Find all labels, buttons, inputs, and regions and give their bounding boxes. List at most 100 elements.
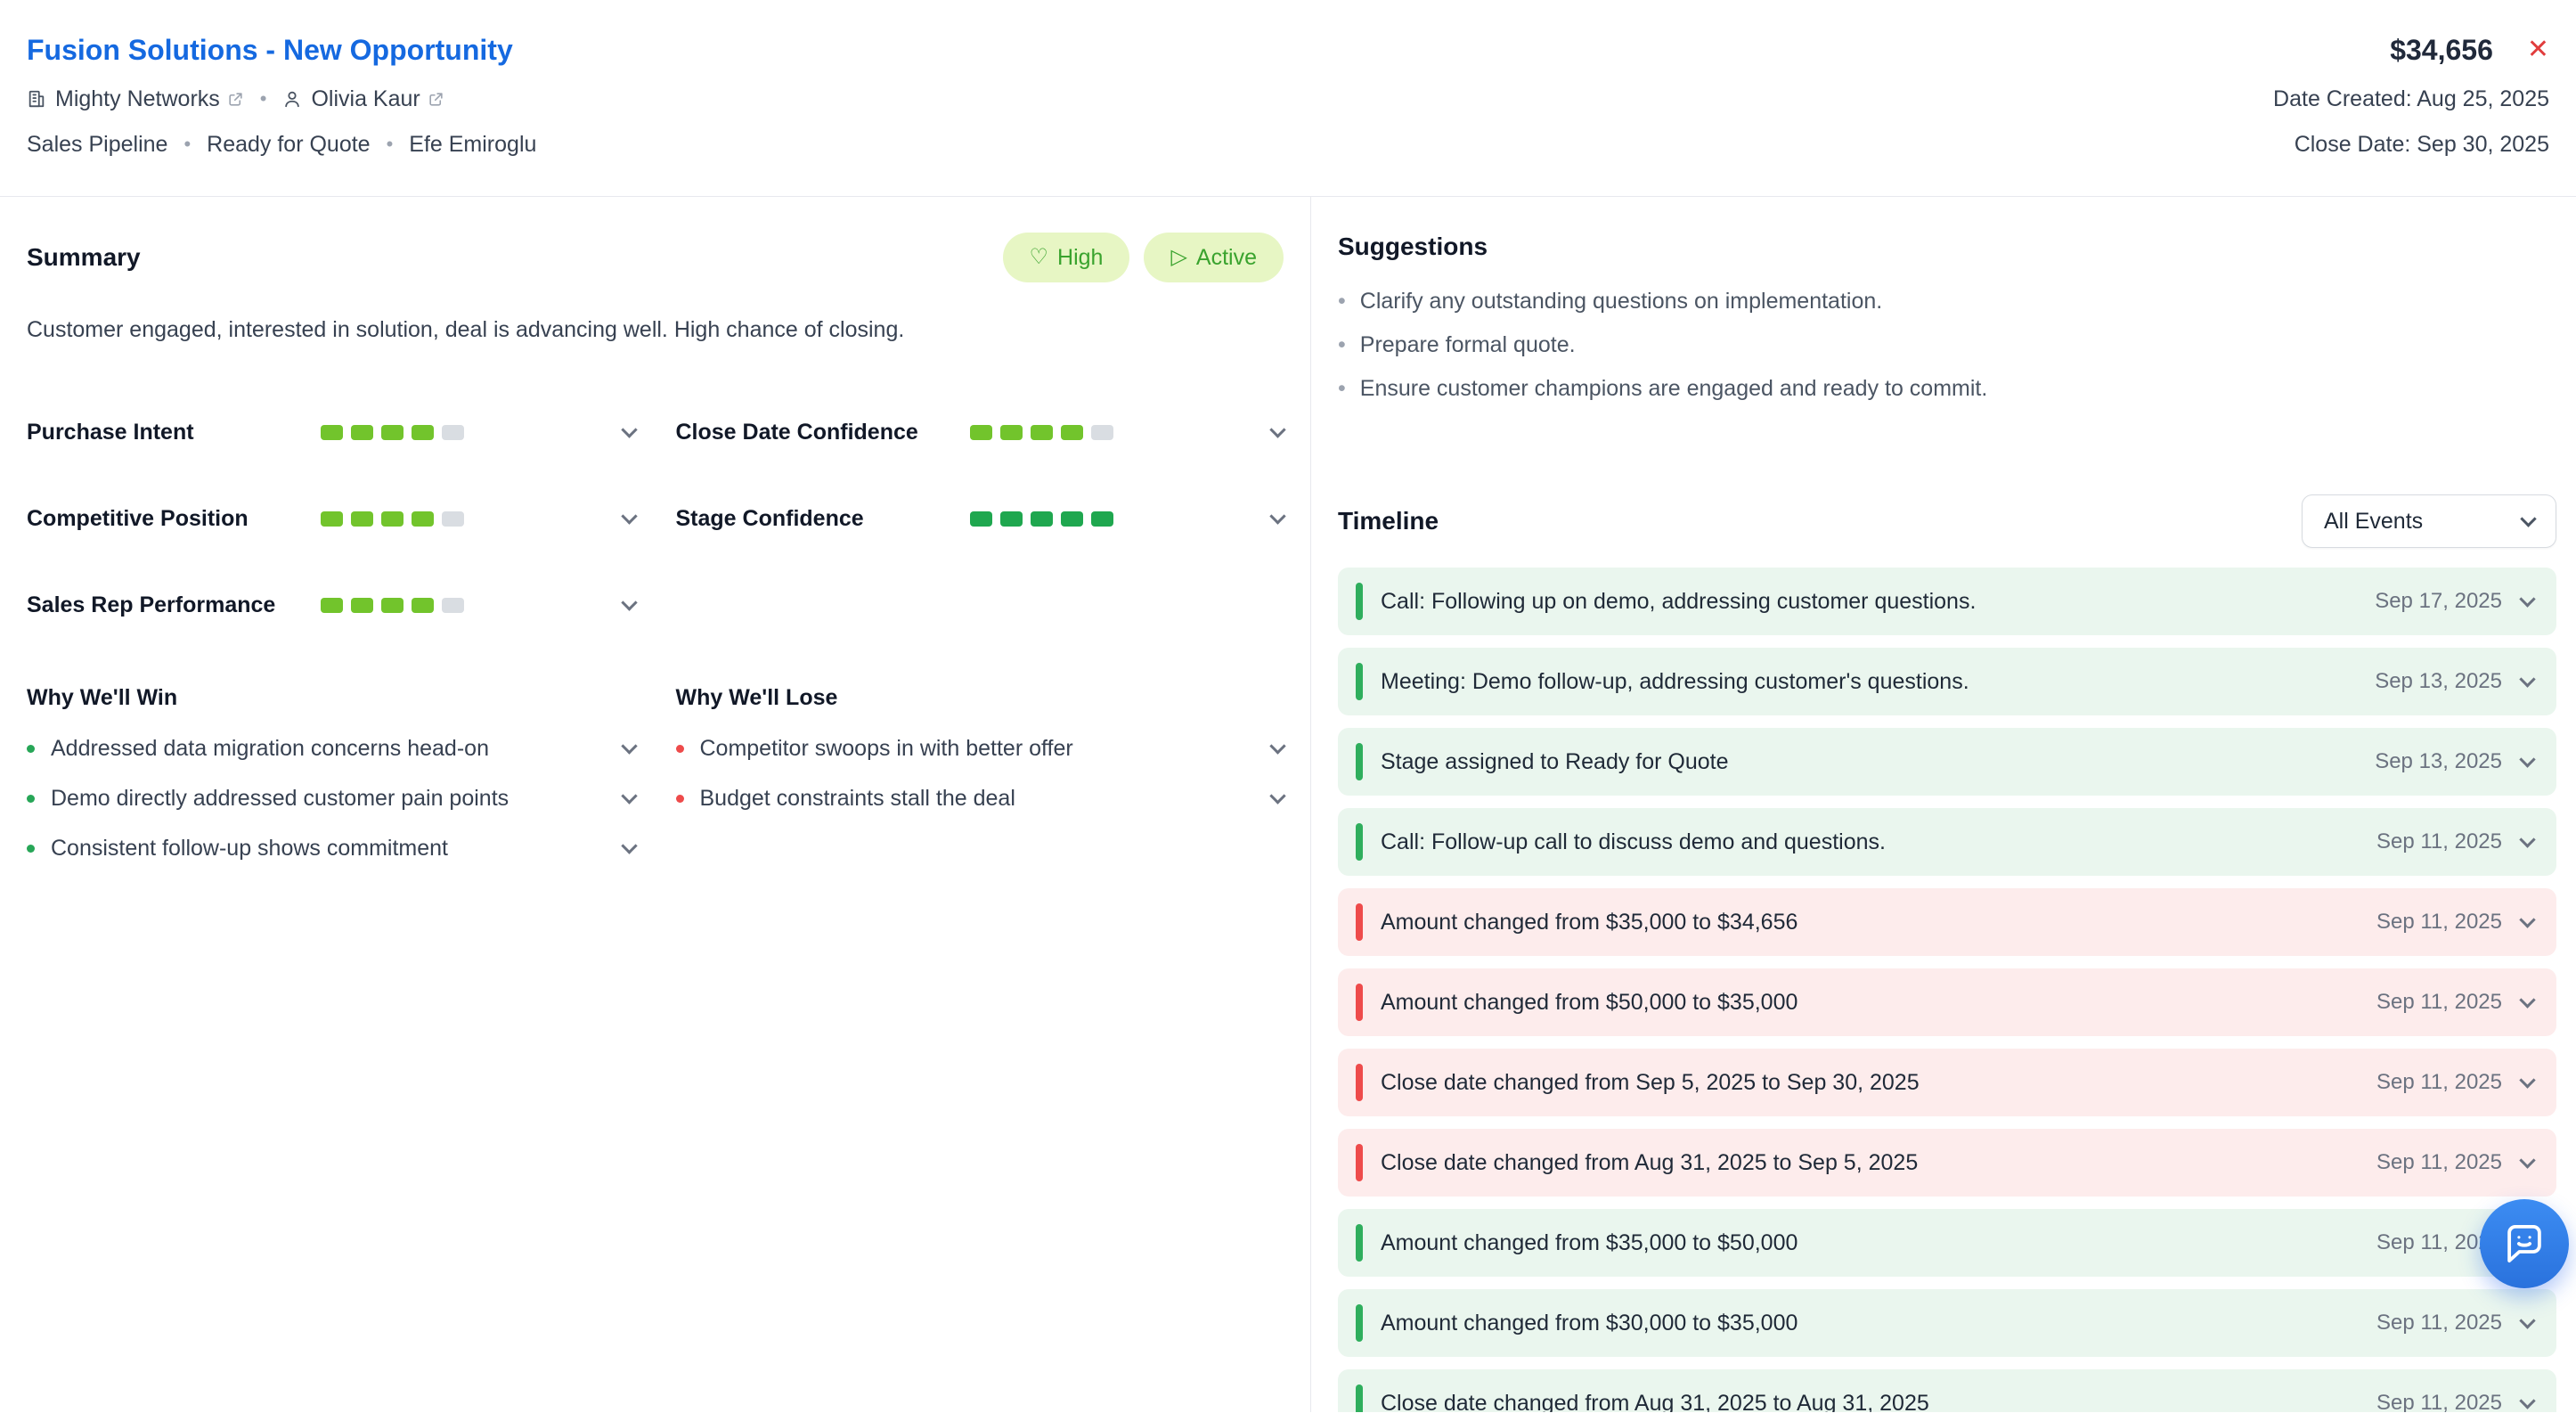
- chevron-down-icon[interactable]: [2519, 911, 2536, 928]
- metric-row: Close Date Confidence: [676, 407, 1286, 457]
- event-date: Sep 11, 2025: [2376, 1311, 2502, 1335]
- why-win-item-text: Demo directly addressed customer pain po…: [51, 785, 509, 811]
- metric-meter: [969, 424, 1113, 440]
- timeline-event-row[interactable]: Amount changed from $50,000 to $35,000 S…: [1338, 968, 2556, 1036]
- bullet-icon: •: [1338, 375, 1346, 401]
- company-name: Mighty Networks: [55, 86, 220, 111]
- event-text: Amount changed from $30,000 to $35,000: [1381, 1310, 1798, 1335]
- metric-meter: [969, 510, 1113, 527]
- pipeline-row: Sales Pipeline • Ready for Quote • Efe E…: [27, 129, 536, 159]
- chevron-down-icon[interactable]: [620, 787, 638, 805]
- chat-bubble-icon: [2500, 1220, 2548, 1268]
- event-accent-bar: [1356, 823, 1363, 861]
- meter-segment: [381, 510, 404, 527]
- why-lose-item: Budget constraints stall the deal: [675, 783, 1286, 813]
- amount-row: $34,656 ✕: [2390, 32, 2549, 68]
- chevron-down-icon[interactable]: [1269, 787, 1286, 805]
- event-date: Sep 11, 2025: [2376, 1150, 2502, 1174]
- meter-segment: [351, 597, 373, 613]
- meter-segment: [442, 424, 464, 440]
- chevron-down-icon[interactable]: [620, 421, 638, 438]
- suggestions-heading: Suggestions: [1338, 233, 1488, 260]
- timeline-event-row[interactable]: Call: Follow-up call to discuss demo and…: [1338, 808, 2556, 876]
- meter-segment: [1060, 510, 1083, 527]
- meter-segment: [321, 597, 343, 613]
- bullet-dot-icon: [27, 794, 35, 803]
- chevron-down-icon[interactable]: [620, 737, 638, 755]
- timeline-event-row[interactable]: Close date changed from Aug 31, 2025 to …: [1338, 1129, 2556, 1197]
- chevron-down-icon[interactable]: [2519, 991, 2536, 1009]
- event-accent-bar: [1356, 663, 1363, 700]
- building-icon: [27, 89, 46, 109]
- chevron-down-icon[interactable]: [620, 837, 638, 854]
- chevron-down-icon[interactable]: [2519, 750, 2536, 768]
- chevron-down-icon[interactable]: [2519, 670, 2536, 688]
- timeline-event-row[interactable]: Amount changed from $35,000 to $34,656 S…: [1338, 888, 2556, 956]
- timeline-event-row[interactable]: Stage assigned to Ready for Quote Sep 13…: [1338, 728, 2556, 796]
- timeline-event-row[interactable]: Call: Following up on demo, addressing c…: [1338, 568, 2556, 635]
- event-accent-bar: [1356, 1064, 1363, 1101]
- status-badge[interactable]: ▷ Active: [1144, 233, 1284, 282]
- bullet-dot-icon: [675, 744, 684, 753]
- chevron-down-icon[interactable]: [2519, 1392, 2536, 1409]
- why-lose-item-text: Budget constraints stall the deal: [699, 785, 1015, 811]
- metric-label: Competitive Position: [27, 505, 249, 531]
- event-accent-bar: [1356, 1224, 1363, 1262]
- play-icon: ▷: [1170, 245, 1187, 269]
- metric-row: Purchase Intent: [27, 407, 638, 457]
- meter-segment: [321, 510, 343, 527]
- chevron-down-icon[interactable]: [2519, 1071, 2536, 1089]
- chevron-down-icon[interactable]: [2519, 1151, 2536, 1169]
- priority-badge-label: High: [1057, 244, 1104, 270]
- company-link[interactable]: Mighty Networks: [27, 86, 244, 112]
- priority-badge[interactable]: ♡ High: [1002, 233, 1130, 282]
- chevron-down-icon[interactable]: [620, 507, 638, 525]
- timeline-event-row[interactable]: Amount changed from $30,000 to $35,000 S…: [1338, 1289, 2556, 1357]
- event-text: Close date changed from Aug 31, 2025 to …: [1381, 1149, 1919, 1175]
- activity-panel: Suggestions • Clarify any outstanding qu…: [1311, 197, 2576, 1412]
- metric-label: Stage Confidence: [675, 505, 864, 531]
- why-lose-column: Why We'll Lose Competitor swoops in with…: [675, 685, 1286, 863]
- timeline-filter-dropdown[interactable]: All Events: [2302, 494, 2556, 548]
- suggestions-list: • Clarify any outstanding questions on i…: [1338, 288, 2556, 402]
- chevron-down-icon[interactable]: [1269, 421, 1286, 438]
- meter-segment: [1060, 424, 1083, 440]
- page-title[interactable]: Fusion Solutions - New Opportunity: [27, 34, 513, 66]
- event-date: Sep 17, 2025: [2375, 589, 2502, 613]
- status-badge-label: Active: [1195, 244, 1257, 270]
- chevron-down-icon[interactable]: [620, 593, 638, 611]
- event-text: Close date changed from Sep 5, 2025 to S…: [1381, 1069, 1920, 1095]
- timeline-event-row[interactable]: Close date changed from Sep 5, 2025 to S…: [1338, 1049, 2556, 1116]
- chevron-down-icon[interactable]: [1269, 737, 1286, 755]
- meter-segment: [381, 597, 404, 613]
- metrics-grid: Purchase Intent Competitive Position Sal…: [27, 407, 1286, 630]
- event-text: Amount changed from $35,000 to $50,000: [1381, 1229, 1798, 1255]
- chat-assistant-button[interactable]: [2480, 1199, 2569, 1288]
- why-win-item-text: Addressed data migration concerns head-o…: [51, 735, 489, 761]
- why-win-item: Addressed data migration concerns head-o…: [27, 733, 638, 764]
- timeline-heading: Timeline: [1338, 507, 1439, 535]
- separator-dot: •: [183, 133, 192, 155]
- header-right: $34,656 ✕ Date Created: Aug 25, 2025 Clo…: [2273, 32, 2549, 196]
- chevron-down-icon[interactable]: [2519, 830, 2536, 848]
- chevron-down-icon[interactable]: [1269, 507, 1286, 525]
- metric-row: Stage Confidence: [675, 494, 1286, 543]
- bullet-icon: •: [1338, 331, 1346, 357]
- meter-segment: [412, 597, 434, 613]
- timeline-event-row[interactable]: Amount changed from $35,000 to $50,000 S…: [1338, 1209, 2556, 1277]
- chevron-down-icon[interactable]: [2519, 590, 2536, 608]
- timeline-event-row[interactable]: Meeting: Demo follow-up, addressing cust…: [1338, 648, 2556, 715]
- event-text: Call: Follow-up call to discuss demo and…: [1381, 829, 1886, 854]
- why-win-item: Demo directly addressed customer pain po…: [27, 783, 638, 813]
- metric-label: Purchase Intent: [27, 419, 194, 445]
- external-link-icon: [227, 91, 244, 108]
- metric-label: Sales Rep Performance: [27, 592, 276, 617]
- timeline-event-row[interactable]: Close date changed from Aug 31, 2025 to …: [1338, 1369, 2556, 1412]
- close-icon[interactable]: ✕: [2526, 35, 2549, 64]
- chevron-down-icon[interactable]: [2519, 1311, 2536, 1329]
- meter-segment: [1090, 424, 1113, 440]
- meter-segment: [999, 510, 1023, 527]
- why-lose-item-text: Competitor swoops in with better offer: [699, 735, 1073, 761]
- event-accent-bar: [1356, 583, 1363, 620]
- contact-link[interactable]: Olivia Kaur: [282, 86, 444, 112]
